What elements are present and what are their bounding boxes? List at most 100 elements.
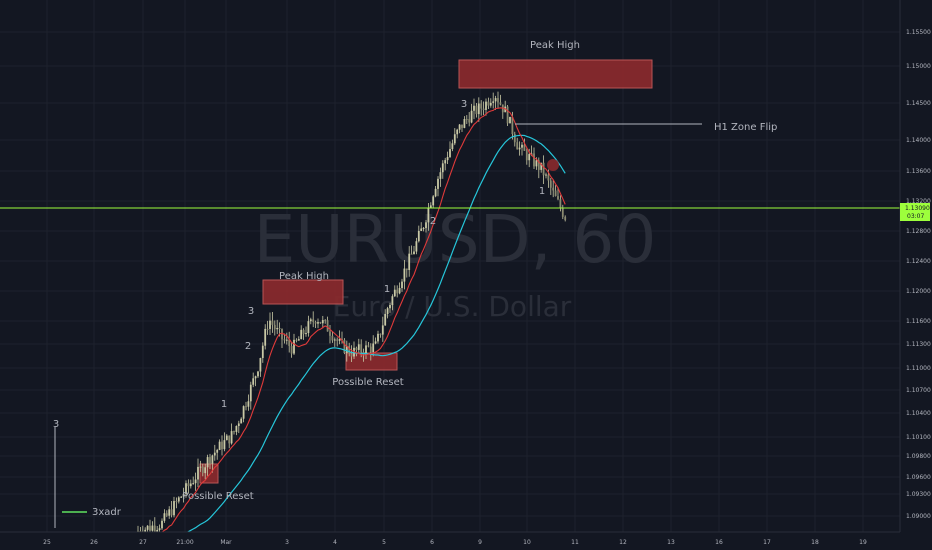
candle-body <box>300 329 303 340</box>
candle-body <box>374 341 377 344</box>
candle-body <box>497 98 499 103</box>
price-axis-bg <box>900 0 932 532</box>
candle-body <box>547 174 550 181</box>
candle-body <box>175 501 178 503</box>
candle-body <box>295 339 298 341</box>
candle-body <box>365 345 367 355</box>
watermark-symbol: EURUSD, 60 <box>254 201 657 278</box>
price-tick-label: 1.12800 <box>906 228 931 235</box>
candle-body <box>408 253 411 271</box>
candle-body <box>449 149 451 158</box>
time-tick-label: 21:00 <box>176 539 193 546</box>
candle-body <box>216 449 219 453</box>
candle-body <box>434 188 437 197</box>
candle-body <box>281 329 283 340</box>
time-tick-label: 3 <box>285 539 289 546</box>
candle-body <box>225 435 228 441</box>
candle-body <box>425 222 427 229</box>
candle-body <box>285 339 288 341</box>
candle-body <box>521 144 523 148</box>
candle-body <box>458 124 461 130</box>
candle-body <box>170 509 173 516</box>
candle-body <box>333 339 336 341</box>
candle-body <box>477 103 480 115</box>
price-tick-label: 1.11600 <box>906 318 931 325</box>
candle-body <box>237 423 240 427</box>
price-tick-label: 1.13200 <box>906 198 931 205</box>
candle-body <box>492 101 495 103</box>
candle-body <box>283 339 286 341</box>
candle-body <box>405 268 408 271</box>
candle-body <box>165 513 168 516</box>
candle-body <box>355 347 358 350</box>
candle-body <box>499 102 502 105</box>
candle-body <box>247 401 250 407</box>
slow-moving-average <box>137 134 566 550</box>
candle-body <box>312 319 315 323</box>
candle-body <box>185 483 187 494</box>
candle-body <box>509 116 511 124</box>
candle-body <box>348 345 351 354</box>
candle-body <box>293 339 295 354</box>
candle-body <box>309 319 312 322</box>
price-tick-label: 1.11300 <box>906 341 931 348</box>
candle-body <box>446 157 449 161</box>
candle-body <box>420 228 423 231</box>
candle-body <box>453 134 456 144</box>
candle-body <box>173 501 175 516</box>
price-tick-label: 1.09300 <box>906 491 931 498</box>
candle-body <box>427 207 430 223</box>
price-tick-label: 1.14000 <box>906 137 931 144</box>
candle-body <box>540 162 543 170</box>
candle-body <box>413 251 415 255</box>
candle-body <box>317 322 319 324</box>
candle-body <box>487 101 490 106</box>
candle-body <box>360 344 363 353</box>
candle-body <box>177 497 180 502</box>
candle-body <box>156 529 159 532</box>
candle-body <box>444 160 447 164</box>
time-tick-label: 10 <box>523 539 531 546</box>
time-tick-label: 26 <box>90 539 98 546</box>
wave-count-label: 1 <box>384 284 390 295</box>
candle-body <box>564 216 567 221</box>
candle-body <box>242 406 245 419</box>
candle-body <box>377 333 379 342</box>
candle-body <box>523 144 526 151</box>
candle-body <box>329 331 331 336</box>
h1-zone-flip-label: H1 Zone Flip <box>714 122 777 133</box>
wave-count-label: 2 <box>245 341 251 352</box>
current-price-value: 1.13090 <box>905 205 930 212</box>
candle-body <box>204 467 207 474</box>
candle-body <box>163 513 166 521</box>
price-tick-label: 1.15500 <box>906 29 931 36</box>
candle-body <box>168 509 171 516</box>
time-tick-label: 6 <box>430 539 434 546</box>
wave-count-label: 3 <box>53 419 59 430</box>
candle-body <box>161 520 163 529</box>
candle-body <box>213 452 216 456</box>
candle-body <box>415 241 418 252</box>
candle-body <box>461 124 463 128</box>
candle-body <box>153 525 156 532</box>
price-axis[interactable]: 1.15500 1.15000 1.14500 1.14000 1.13600 1.132… <box>899 0 932 532</box>
candle-body <box>336 339 339 341</box>
time-tick-label: 13 <box>667 539 675 546</box>
candle-body <box>473 105 475 111</box>
price-tick-label: 1.10100 <box>906 434 931 441</box>
candle-body <box>379 333 382 335</box>
price-tick-label: 1.13600 <box>906 168 931 175</box>
time-axis[interactable]: 25 26 27 21:00 Mar 3 4 5 6 9 10 11 12 13 16 17 18 19 <box>0 531 900 550</box>
possible-reset-label: Possible Reset <box>332 377 403 388</box>
candle-body <box>542 162 545 176</box>
wave-count-label: 1 <box>221 399 227 410</box>
candle-body <box>389 304 391 309</box>
candle-body <box>278 328 281 330</box>
time-axis-bg <box>0 532 900 550</box>
price-tick-label: 1.12400 <box>906 258 931 265</box>
candle-body <box>480 103 483 109</box>
candle-body <box>259 358 262 372</box>
time-tick-label: 16 <box>715 539 723 546</box>
candle-body <box>338 338 341 341</box>
